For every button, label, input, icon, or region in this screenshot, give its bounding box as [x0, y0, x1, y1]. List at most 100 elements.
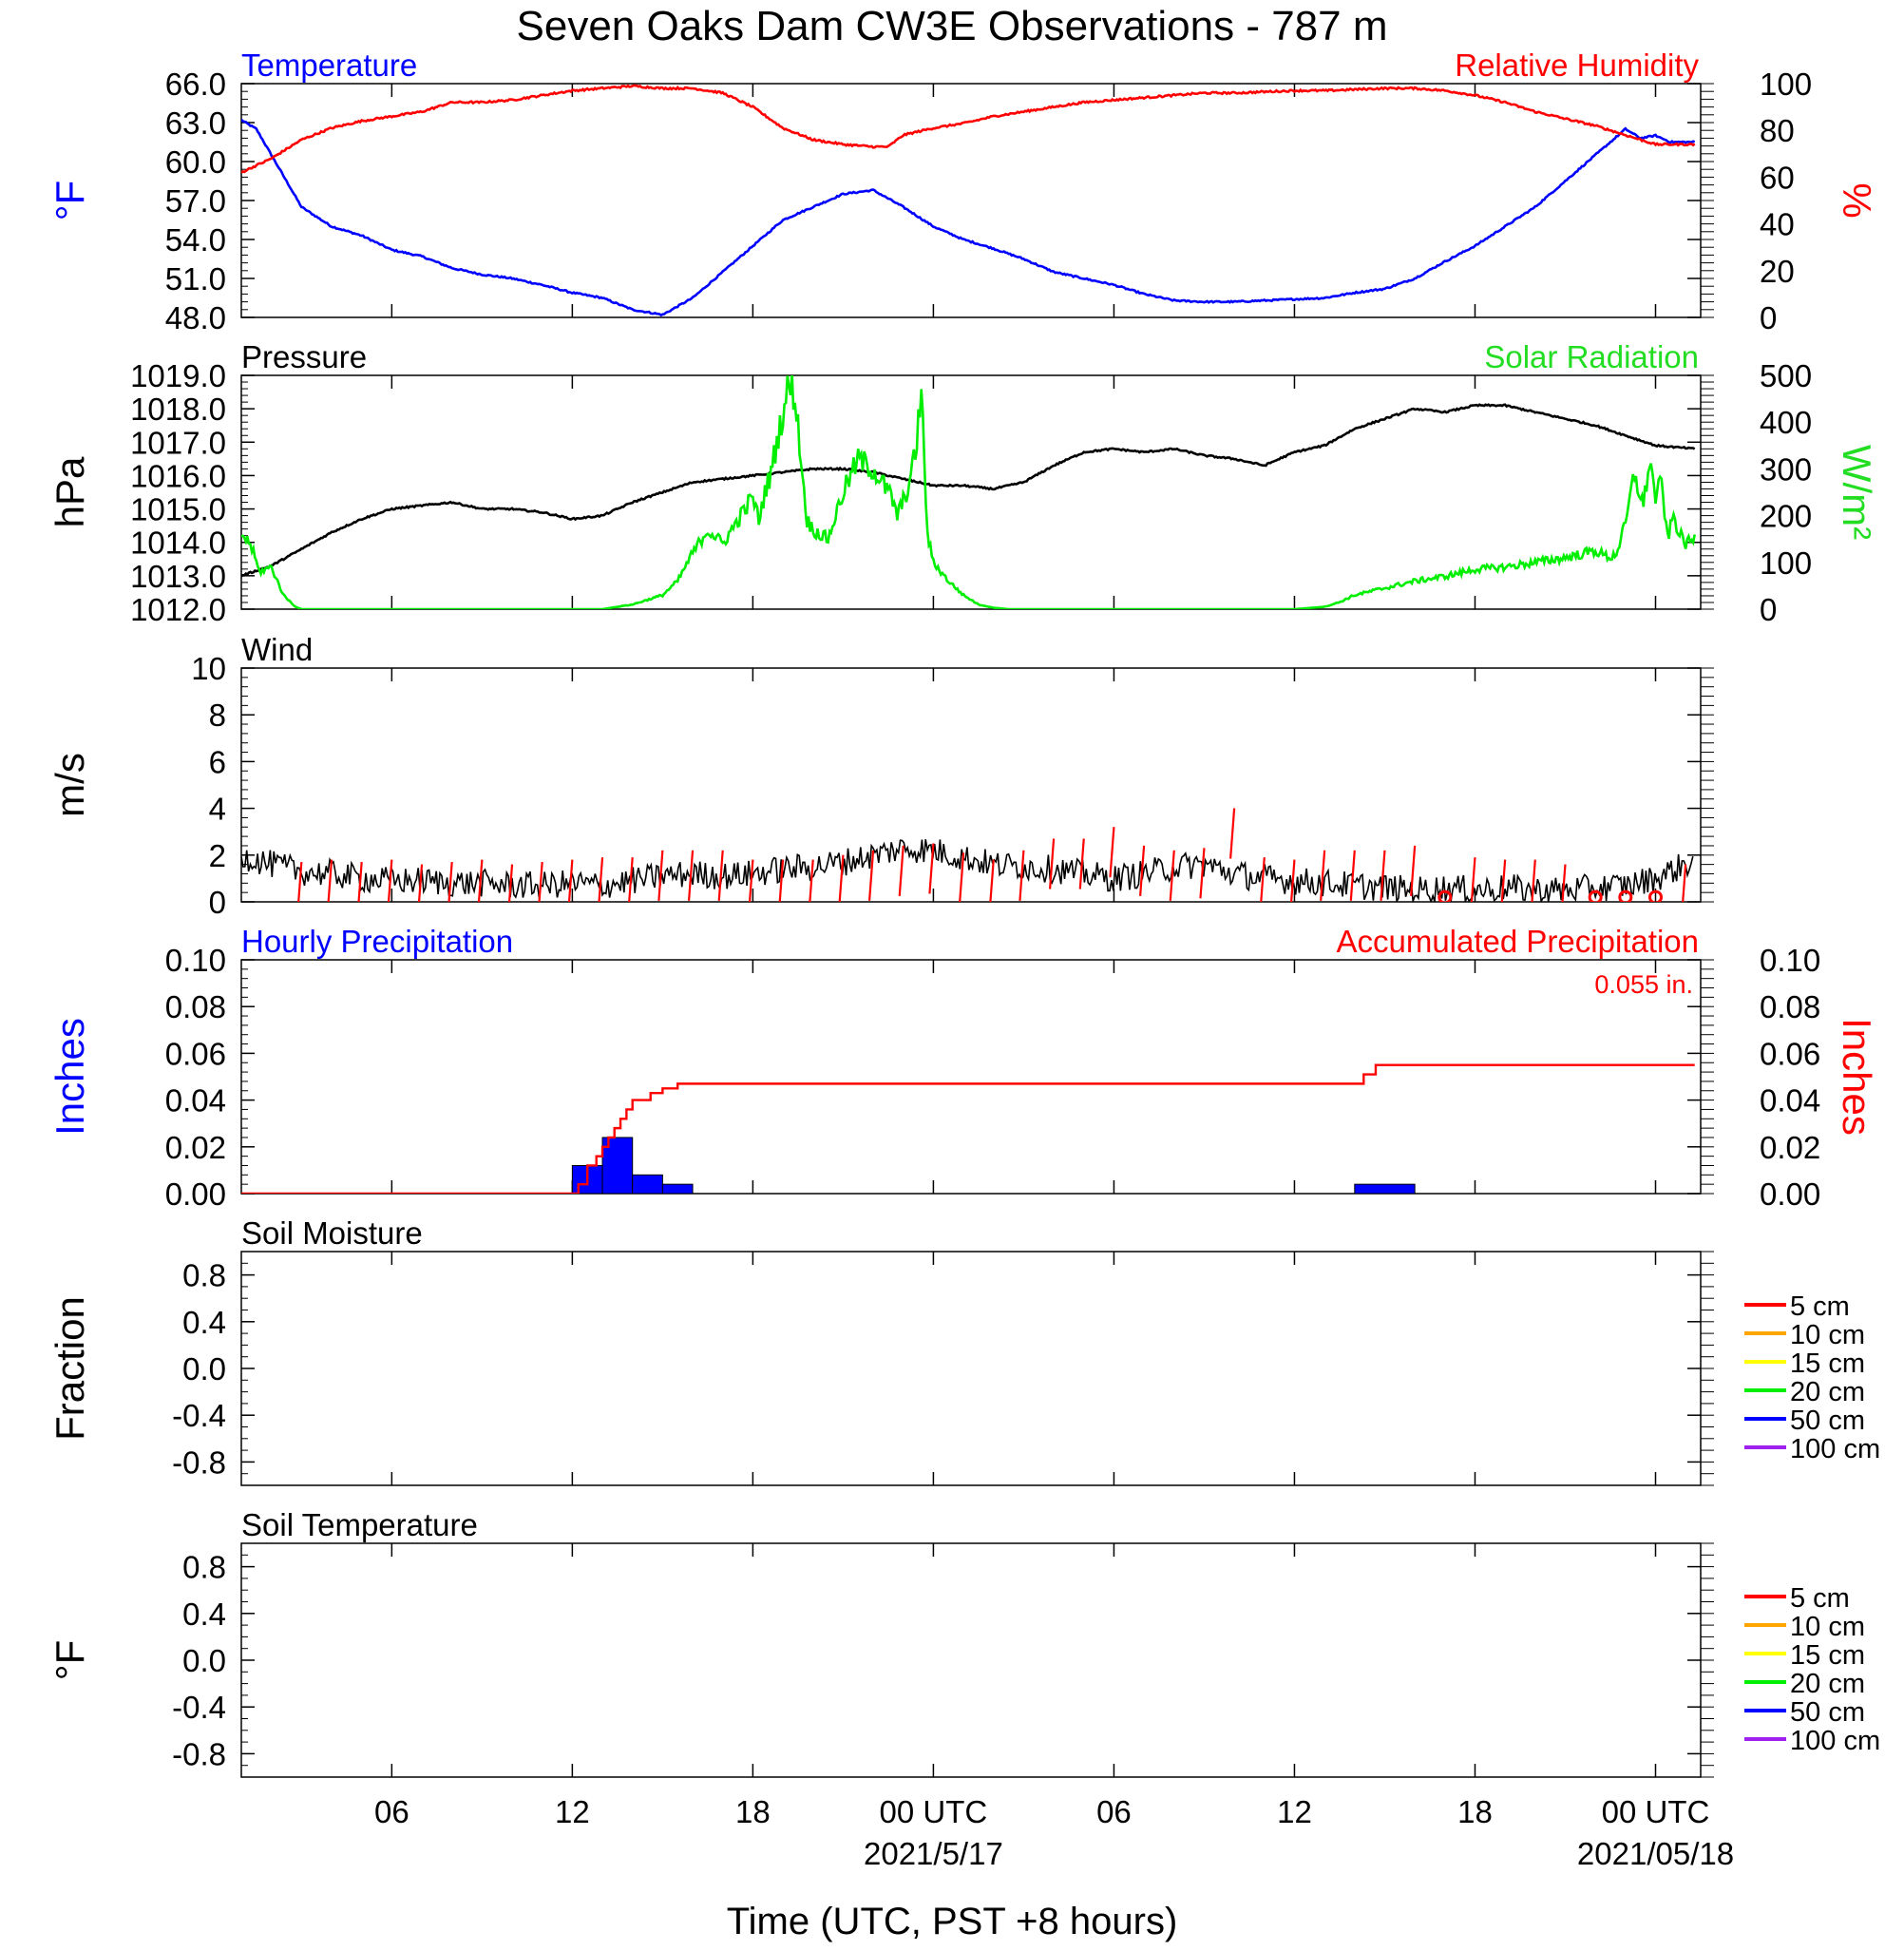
- y-tick-label-left: 0.8: [182, 1258, 226, 1293]
- panels: 48.051.054.057.060.063.066.0020406080100…: [48, 48, 1880, 1778]
- y-tick-label-left: 57.0: [165, 183, 226, 219]
- y-tick-label-left: 54.0: [165, 222, 226, 258]
- wind-barb: [567, 859, 574, 902]
- y-tick-label-left: 63.0: [165, 105, 226, 141]
- panel-title-left: Pressure: [241, 339, 367, 374]
- panel-title-left: Temperature: [241, 48, 417, 83]
- panel-title-left: Soil Moisture: [241, 1215, 423, 1251]
- y-tick-label-left: 1012.0: [130, 592, 226, 627]
- y-tick-label-left: 0: [209, 885, 226, 920]
- hourly-precip-bar: [1354, 1183, 1416, 1194]
- series-line-pressure: [241, 403, 1696, 578]
- wind-barb: [297, 862, 303, 902]
- wind-barb: [717, 850, 724, 901]
- series-line-solar-radiation: [241, 375, 1696, 609]
- y-axis-label-right: W/m²: [1835, 445, 1879, 540]
- wind-barb-calm: [1438, 889, 1453, 902]
- y-tick-label-right: 0: [1760, 300, 1777, 335]
- y-tick-label-left: 1019.0: [130, 358, 226, 393]
- legend-label: 100 cm: [1790, 1434, 1880, 1464]
- panel-title-right: Accumulated Precipitation: [1336, 924, 1699, 959]
- panel-title-left: Soil Temperature: [241, 1507, 478, 1542]
- wind-barb-calm: [1647, 889, 1663, 902]
- y-tick-label-left: 1014.0: [130, 526, 226, 561]
- panel-title-left: Hourly Precipitation: [241, 924, 513, 959]
- legend-label: 15 cm: [1790, 1640, 1865, 1671]
- series-group: [241, 808, 1694, 902]
- x-tick-label: 00 UTC: [1602, 1794, 1710, 1829]
- wind-barb: [1078, 838, 1085, 889]
- y-axis-label-left: °F: [48, 181, 92, 220]
- y-tick-label-right: 100: [1760, 545, 1812, 581]
- wind-barb: [657, 850, 664, 901]
- y-tick-label-right: 100: [1760, 67, 1812, 102]
- x-tick-label: 18: [735, 1794, 771, 1829]
- x-tick-label: 12: [1277, 1794, 1312, 1829]
- x-axis: 06 12 18 00 UTC 2021/5/17 06 12 18 00 UTC 2021/05…: [374, 1794, 1734, 1871]
- panel-title-right: Solar Radiation: [1484, 339, 1699, 374]
- legend-label: 10 cm: [1790, 1612, 1865, 1642]
- y-axis-label-left: Inches: [48, 1018, 92, 1136]
- y-axis-label-left: °F: [48, 1640, 92, 1680]
- y-axis-label-left: hPa: [48, 456, 92, 527]
- y-tick-label-left: 51.0: [165, 261, 226, 296]
- y-tick-label-left: 4: [209, 792, 226, 827]
- y-tick-label-right: 200: [1760, 499, 1812, 534]
- wind-barb: [1320, 850, 1326, 901]
- y-tick-label-left: 1016.0: [130, 458, 226, 493]
- legend-label: 50 cm: [1790, 1697, 1865, 1728]
- y-tick-label-left: 8: [209, 698, 226, 733]
- y-tick-label-left: 0.02: [165, 1130, 226, 1165]
- wind-barb: [1380, 850, 1386, 901]
- legend-label: 10 cm: [1790, 1320, 1865, 1350]
- wind-barb: [417, 864, 424, 902]
- panel-temp_rh: 48.0 51.054.057.060.063.066.0 0 20 40 60 80 100…: [48, 48, 1879, 335]
- plot-frame: [240, 959, 1702, 1195]
- wind-barb: [507, 864, 514, 902]
- accumulated-precip-line: [241, 1063, 1695, 1194]
- y-axis-label-right: Inches: [1835, 1018, 1879, 1136]
- wind-barb: [357, 862, 363, 902]
- series-group: [241, 375, 1696, 609]
- wind-barb: [1410, 845, 1417, 896]
- plot-frame: [240, 667, 1702, 903]
- y-tick-label-left: 0.00: [165, 1176, 226, 1212]
- wind-barb: [447, 862, 453, 902]
- wind-barb: [1229, 808, 1236, 859]
- x-date-label: 2021/5/17: [864, 1836, 1003, 1871]
- wind-barb: [928, 843, 935, 894]
- legend-label: 20 cm: [1790, 1669, 1865, 1699]
- y-axis-label-right: %: [1835, 182, 1879, 218]
- legend-label: 20 cm: [1790, 1377, 1865, 1407]
- x-tick-label: 12: [555, 1794, 590, 1829]
- y-tick-label-left: 1018.0: [130, 392, 226, 427]
- wind-barb: [598, 857, 604, 902]
- y-tick-label-right: 0.10: [1760, 943, 1820, 978]
- wind-barb-calm: [1588, 889, 1603, 902]
- y-tick-label-left: -0.8: [172, 1736, 226, 1771]
- y-tick-label-left: -0.4: [172, 1398, 226, 1433]
- series-line-relative-humidity: [241, 84, 1696, 174]
- wind-barb: [1109, 827, 1115, 878]
- wind-barb: [1019, 850, 1025, 901]
- wind-barb: [898, 845, 904, 896]
- wind-barb: [1561, 864, 1567, 902]
- wind-barb: [778, 859, 785, 902]
- y-tick-label-left: 0.4: [182, 1597, 226, 1632]
- x-axis-title: Time (UTC, PST +8 hours): [727, 1901, 1178, 1942]
- plot-frame: [240, 1251, 1702, 1486]
- y-tick-label-left: 1015.0: [130, 492, 226, 527]
- y-tick-label-left: 10: [191, 651, 226, 686]
- y-tick-label-left: 0.0: [182, 1351, 226, 1387]
- y-axis-label-left: Fraction: [48, 1296, 92, 1441]
- legend-label: 15 cm: [1790, 1348, 1865, 1379]
- panel-soil_moisture: -0.8 -0.4 0.0 0.4 0.8 Soil Moisture Fraction 5 …: [48, 1215, 1880, 1486]
- y-tick-label-right: 300: [1760, 451, 1812, 487]
- y-tick-label-right: 0.08: [1760, 989, 1820, 1024]
- wind-barb: [477, 859, 484, 902]
- y-tick-label-left: 2: [209, 838, 226, 873]
- panel-precip: 0.00 0.02 0.04 0.06 0.08 0.10 0.00 0.02 0.04 0.06…: [48, 924, 1879, 1212]
- y-tick-label-right: 500: [1760, 358, 1812, 393]
- wind-barb: [1139, 845, 1146, 896]
